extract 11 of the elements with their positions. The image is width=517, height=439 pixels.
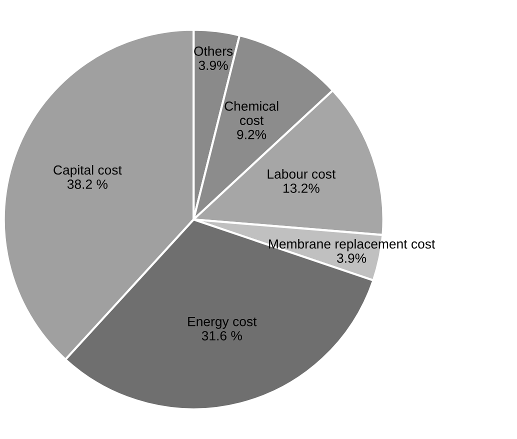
data-label: 3.9% <box>198 60 228 70</box>
slice-label: Chemical cost <box>224 101 278 126</box>
slice-label: Labour cost <box>268 169 336 179</box>
data-label: 38.2 % <box>67 180 108 189</box>
slice-label: Capital cost <box>54 164 122 178</box>
data-label: 13.2% <box>283 184 320 193</box>
data-label: 3.9% <box>337 254 366 263</box>
slice-label: Membrane replacement cost <box>269 238 436 252</box>
data-label: 9.2% <box>237 130 266 140</box>
data-label: 31.6 % <box>202 331 242 340</box>
slice-label: Energy cost <box>188 317 257 329</box>
